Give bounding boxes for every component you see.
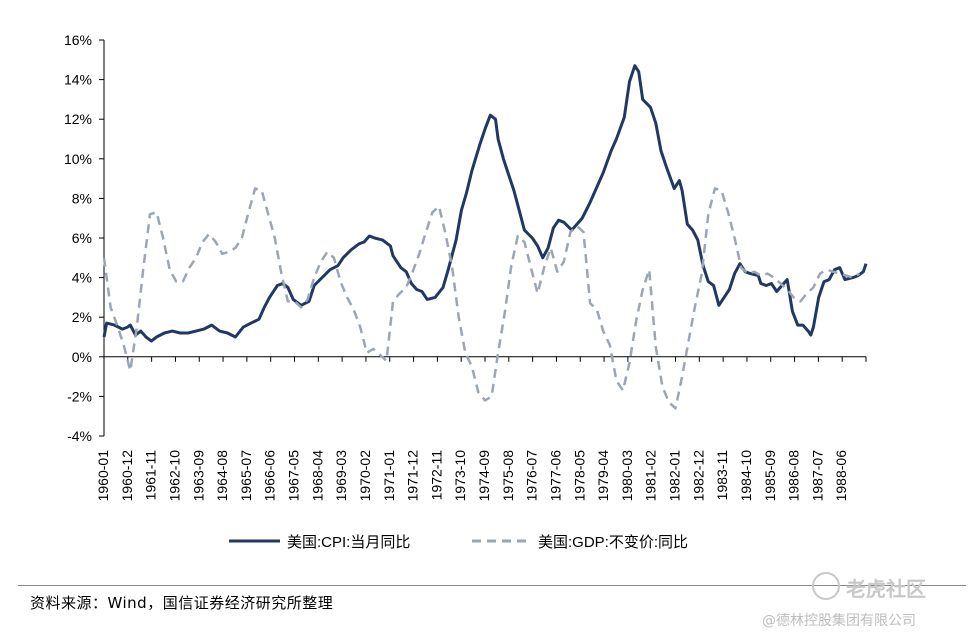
y-tick-label: 4% <box>72 270 92 286</box>
y-tick-label: -2% <box>67 388 92 404</box>
x-tick-label: 1966-06 <box>262 450 278 502</box>
x-tick-label: 1987-07 <box>809 450 825 502</box>
y-tick-label: 8% <box>72 190 92 206</box>
x-tick-label: 1968-04 <box>309 450 325 502</box>
x-tick-label: 1961-11 <box>143 450 159 501</box>
watermark-brand: 老虎社区 <box>812 572 926 602</box>
x-tick-label: 1978-05 <box>571 450 587 502</box>
y-tick-label: 16% <box>64 32 92 48</box>
x-tick-label: 1976-07 <box>524 450 540 502</box>
chart-axes <box>103 40 866 436</box>
chart-series <box>102 64 868 410</box>
x-tick-label: 1982-12 <box>690 450 706 502</box>
y-tick-label: 6% <box>72 230 92 246</box>
y-axis-ticks: -4% -2% 0% 2% 4% 6% 8% 10% 12% 14% 16% <box>64 32 104 444</box>
x-tick-label: 1980-03 <box>619 450 635 502</box>
x-tick-label: 1972-11 <box>428 450 444 501</box>
x-tick-label: 1986-08 <box>786 450 802 502</box>
x-tick-label: 1971-12 <box>405 450 421 502</box>
x-tick-label: 1984-10 <box>738 450 754 502</box>
series-line-cpi <box>102 64 868 343</box>
y-tick-label: -4% <box>67 428 92 444</box>
legend-label-cpi: 美国:CPI:当月同比 <box>287 534 410 551</box>
brand-name: 老虎社区 <box>846 577 926 601</box>
y-tick-label: 14% <box>64 72 92 88</box>
x-tick-label: 1960-12 <box>119 450 135 502</box>
x-tick-label: 1967-05 <box>286 450 302 502</box>
source-note: 资料来源：Wind，国信证券经济研究所整理 <box>30 594 334 612</box>
x-tick-label: 1975-08 <box>500 450 516 502</box>
x-tick-label: 1974-09 <box>476 450 492 502</box>
x-tick-label: 1971-01 <box>381 450 397 502</box>
x-tick-label: 1964-08 <box>214 450 230 502</box>
x-tick-label: 1969-03 <box>333 450 349 502</box>
series-line-gdp <box>102 187 861 410</box>
legend-label-gdp: 美国:GDP:不变价:同比 <box>538 534 688 551</box>
y-tick-label: 0% <box>72 349 92 365</box>
y-tick-label: 10% <box>64 151 92 167</box>
x-tick-label: 1960-01 <box>95 450 111 502</box>
x-axis-ticks: 1960-01 1960-12 1961-11 1962-10 1963-09 1964-… <box>95 356 867 502</box>
x-tick-label: 1977-06 <box>547 450 563 502</box>
x-tick-label: 1973-10 <box>452 450 468 502</box>
x-tick-label: 1983-11 <box>714 450 730 501</box>
x-tick-label: 1982-01 <box>667 450 683 502</box>
y-tick-label: 2% <box>72 309 92 325</box>
watermark-company: @德林控股集团有限公司 <box>762 613 916 629</box>
x-tick-label: 1970-02 <box>357 450 373 502</box>
x-tick-label: 1985-09 <box>762 450 778 502</box>
x-tick-label: 1963-09 <box>190 450 206 502</box>
x-tick-label: 1988-06 <box>833 450 849 502</box>
x-tick-label: 1965-07 <box>238 450 254 502</box>
y-tick-label: 12% <box>64 111 92 127</box>
x-tick-label: 1979-04 <box>595 450 611 502</box>
x-tick-label: 1962-10 <box>166 450 182 502</box>
x-tick-label: 1981-02 <box>643 450 659 502</box>
chart-legend: 美国:CPI:当月同比 美国:GDP:不变价:同比 <box>229 534 688 551</box>
brand-logo-icon <box>812 572 840 600</box>
footer-divider <box>18 585 966 586</box>
